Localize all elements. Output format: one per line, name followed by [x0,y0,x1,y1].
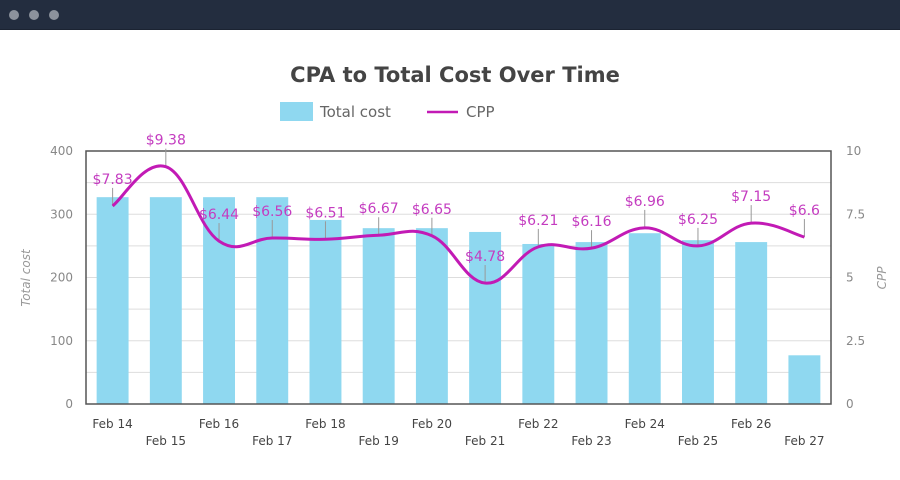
cpp-data-label: $9.38 [146,133,186,149]
x-tick-label: Feb 25 [678,434,718,448]
y-right-tick-label: 2.5 [846,334,865,348]
x-tick-label: Feb 17 [252,434,292,448]
window-minimize-button[interactable] [29,10,39,20]
y-right-tick-label: 0 [846,397,854,411]
bar-total-cost [469,231,502,404]
plot-frame [85,150,832,405]
x-axis: Feb 14 Feb 15 Feb 16 Feb 17 Feb 18 Feb 19 Feb … [92,417,824,448]
x-tick-label: Feb 26 [731,417,771,431]
cpp-data-label: $6.65 [412,202,452,218]
y-left-tick-label: 400 [50,144,73,158]
bar-total-cost [628,233,661,404]
bar-total-cost [96,197,129,404]
y-left-tick-label: 200 [50,271,73,285]
y-right-tick-label: 10 [846,144,861,158]
bar-total-cost [788,355,821,404]
cpp-data-label: $6.51 [305,205,345,221]
x-tick-label: Feb 21 [465,434,505,448]
legend-swatch-total-cost [280,102,313,121]
label-leaders [112,148,805,284]
x-tick-label: Feb 15 [146,434,186,448]
window-close-button[interactable] [9,10,19,20]
x-tick-label: Feb 20 [412,417,452,431]
bar-total-cost [149,197,182,404]
window-titlebar [0,0,900,30]
chart-title: CPA to Total Cost Over Time [290,63,620,87]
cpp-data-label: $6.96 [625,194,665,210]
y-left-tick-label: 0 [65,397,73,411]
x-tick-label: Feb 18 [305,417,345,431]
bar-total-cost [575,242,608,404]
legend-label-total-cost: Total cost [319,103,391,121]
bar-total-cost [682,240,714,404]
y-right-axis-label: CPP [875,266,889,290]
x-tick-label: Feb 16 [199,417,239,431]
bars [96,197,821,404]
bar-total-cost [362,228,395,404]
cpp-data-label: $6.6 [789,203,820,219]
cpp-line [111,164,805,285]
y-axis-left: 0 100 200 300 400 [50,144,73,411]
window-maximize-button[interactable] [49,10,59,20]
y-left-tick-label: 100 [50,334,73,348]
cpp-data-label: $6.25 [678,212,718,228]
y-left-axis-label: Total cost [19,248,33,307]
bar-total-cost [309,219,342,404]
y-axis-right: 0 2.5 5 7.5 10 [846,144,865,411]
y-left-tick-label: 300 [50,207,73,221]
y-right-tick-label: 7.5 [846,207,865,221]
x-tick-label: Feb 24 [625,417,665,431]
cpp-data-label: $6.56 [252,204,292,220]
cpp-data-label: $6.16 [571,214,611,230]
legend-label-cpp: CPP [466,103,495,121]
bar-total-cost [522,243,555,404]
x-tick-label: Feb 22 [518,417,558,431]
cpp-data-label: $6.21 [518,213,558,229]
cpp-data-label: $6.67 [359,201,399,217]
x-tick-label: Feb 27 [784,434,824,448]
bar-total-cost [415,228,448,404]
cpp-data-label: $4.78 [465,249,505,265]
cpp-data-label: $7.83 [93,172,133,188]
x-tick-label: Feb 23 [571,434,611,448]
bar-total-cost [735,242,768,404]
x-tick-label: Feb 19 [359,434,399,448]
cpp-data-labels: $7.83 $9.38 $6.44 $6.56 $6.51 $6.67 $6.65 $4.78… [93,133,821,265]
cpp-data-label: $7.15 [731,189,771,205]
x-tick-label: Feb 14 [92,417,132,431]
legend: Total cost CPP [280,102,495,121]
y-right-tick-label: 5 [846,271,854,285]
chart: CPA to Total Cost Over Time Total cost C… [19,63,889,448]
cpp-data-label: $6.44 [199,207,239,223]
